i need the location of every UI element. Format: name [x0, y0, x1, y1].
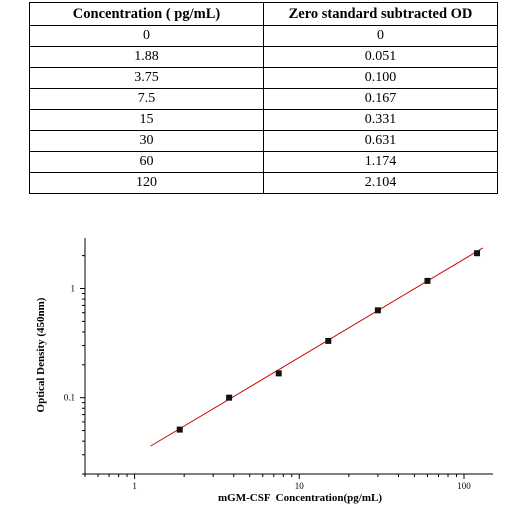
data-point	[226, 394, 233, 401]
table-row: 3.75 0.100	[29, 67, 498, 89]
cell-od: 1.174	[263, 151, 498, 173]
table-row: 15 0.331	[29, 109, 498, 131]
fit-line	[150, 247, 484, 447]
cell-od: 0.167	[263, 88, 498, 110]
table-row: 7.5 0.167	[29, 88, 498, 110]
data-table: Concentration ( pg/mL) Zero standard sub…	[29, 2, 498, 194]
x-tick-label: 10	[295, 481, 305, 491]
fit-line-group	[150, 247, 484, 447]
cell-concentration: 3.75	[29, 67, 264, 89]
data-point	[474, 250, 481, 257]
cell-od: 0.100	[263, 67, 498, 89]
chart-axes: 1 10 100 0.1 1	[64, 238, 493, 491]
cell-concentration: 1.88	[29, 46, 264, 68]
cell-od: 0.631	[263, 130, 498, 152]
cell-od: 0.331	[263, 109, 498, 131]
data-point	[275, 370, 282, 377]
x-tick-label: 1	[132, 481, 137, 491]
cell-concentration: 60	[29, 151, 264, 173]
header-concentration: Concentration ( pg/mL)	[29, 2, 264, 26]
table-row: 120 2.104	[29, 172, 498, 194]
cell-od: 0.051	[263, 46, 498, 68]
table-header-row: Concentration ( pg/mL) Zero standard sub…	[29, 2, 498, 26]
table-row: 60 1.174	[29, 151, 498, 173]
y-tick-label: 1	[71, 283, 76, 293]
y-axis-label: Optical Density (450nm)	[35, 297, 47, 412]
data-point	[325, 337, 332, 344]
table-row: 30 0.631	[29, 130, 498, 152]
x-tick-label: 100	[457, 481, 471, 491]
data-points-group	[176, 250, 481, 433]
x-axis-label: mGM-CSF Concentration(pg/mL)	[218, 492, 382, 504]
header-od: Zero standard subtracted OD	[263, 2, 498, 26]
y-tick-label: 0.1	[64, 393, 75, 403]
cell-concentration: 7.5	[29, 88, 264, 110]
data-point	[176, 426, 183, 433]
data-point	[424, 277, 431, 284]
data-point	[374, 307, 381, 314]
cell-concentration: 15	[29, 109, 264, 131]
table-row: 1.88 0.051	[29, 46, 498, 68]
cell-od: 0	[263, 25, 498, 47]
cell-od: 2.104	[263, 172, 498, 194]
cell-concentration: 30	[29, 130, 264, 152]
cell-concentration: 120	[29, 172, 264, 194]
cell-concentration: 0	[29, 25, 264, 47]
